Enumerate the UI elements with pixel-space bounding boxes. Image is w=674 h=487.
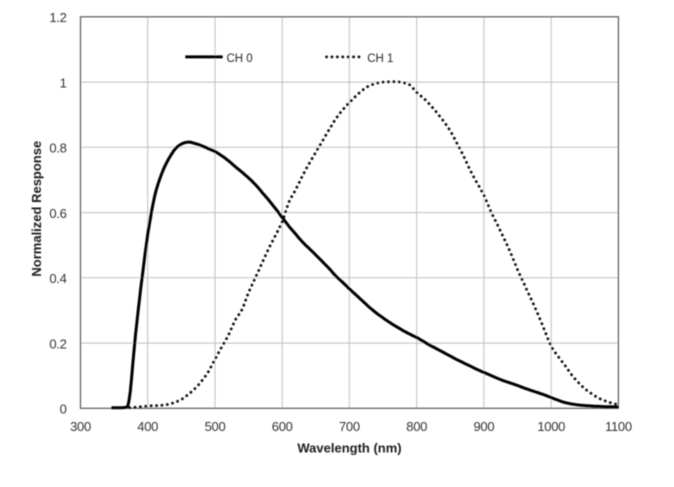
svg-text:1100: 1100 [605, 419, 632, 434]
svg-text:CH 0: CH 0 [227, 53, 253, 65]
svg-text:1.2: 1.2 [49, 10, 66, 25]
svg-text:0.2: 0.2 [49, 336, 66, 351]
svg-text:Normalized Response: Normalized Response [29, 141, 44, 277]
svg-text:900: 900 [474, 419, 495, 434]
svg-text:Wavelength (nm): Wavelength (nm) [297, 440, 401, 455]
svg-text:700: 700 [339, 419, 360, 434]
svg-text:1000: 1000 [537, 419, 565, 434]
svg-text:500: 500 [205, 419, 226, 434]
svg-text:400: 400 [137, 419, 158, 434]
svg-text:0.6: 0.6 [49, 206, 66, 221]
svg-text:0.8: 0.8 [49, 141, 66, 156]
svg-text:1: 1 [60, 75, 67, 90]
svg-text:CH 1: CH 1 [367, 53, 393, 65]
svg-text:600: 600 [272, 419, 293, 434]
svg-text:0: 0 [60, 402, 67, 417]
svg-text:0.4: 0.4 [49, 271, 66, 286]
svg-text:300: 300 [70, 419, 91, 434]
svg-text:800: 800 [406, 419, 427, 434]
